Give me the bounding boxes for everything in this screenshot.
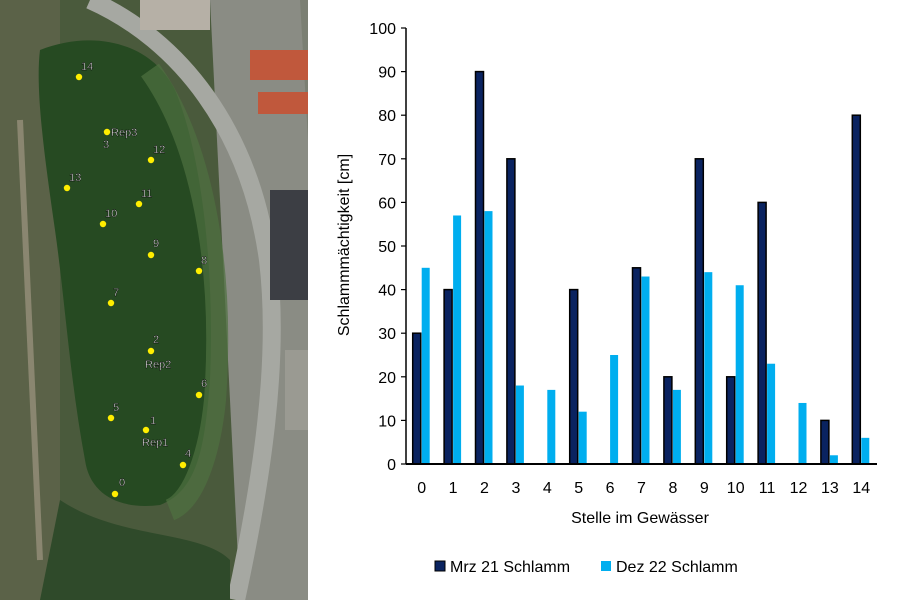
- marker-dot-10: [99, 220, 107, 228]
- bar-mrz21-11: [757, 201, 767, 465]
- legend-label-dez22: Dez 22 Schlamm: [616, 559, 738, 576]
- bar-dez22-13: [829, 455, 838, 464]
- bar-dez22-11: [767, 363, 776, 464]
- marker-dot-1: [142, 426, 150, 434]
- y-tick-label: 30: [378, 326, 396, 343]
- marker-label-13: 13: [69, 172, 81, 184]
- bar-mrz21-14: [851, 114, 862, 465]
- bar-dez22-14: [861, 437, 870, 464]
- marker-label-12: 12: [153, 144, 165, 156]
- bar-dez22-4: [547, 389, 556, 464]
- x-tick-label: 13: [821, 480, 839, 497]
- y-tick-label: 90: [378, 65, 396, 82]
- marker-label-7: 7: [113, 287, 119, 299]
- legend-swatch-mrz21: [434, 560, 446, 572]
- x-tick-label: 0: [417, 480, 426, 497]
- y-tick-label: 10: [378, 413, 396, 430]
- bar-mrz21-2: [474, 70, 485, 465]
- x-tick-label: 2: [480, 480, 489, 497]
- bar-mrz21-1: [443, 288, 453, 465]
- y-tick-label: 50: [378, 239, 396, 256]
- rep-label-1: Rep1: [142, 437, 168, 449]
- marker-dot-13: [63, 184, 71, 192]
- legend-swatch-dez22: [601, 561, 611, 571]
- marker-label-1: 1: [150, 415, 156, 427]
- y-tick-label: 100: [369, 21, 396, 38]
- x-tick-label: 10: [727, 480, 745, 497]
- y-tick-label: 20: [378, 370, 396, 387]
- marker-label-0: 0: [119, 477, 125, 489]
- x-tick-label: 6: [606, 480, 615, 497]
- marker-label-11: 11: [141, 188, 152, 200]
- bar-dez22-5: [578, 411, 587, 464]
- bar-dez22-2: [484, 211, 493, 464]
- bar-mrz21-0: [411, 332, 422, 465]
- y-axis-label: Schlammmächtigkeit [cm]: [336, 154, 353, 336]
- x-tick-label: 7: [637, 480, 646, 497]
- x-tick-label: 5: [574, 480, 583, 497]
- marker-dot-0: [111, 490, 119, 498]
- x-axis: 0 1 2 3 4 5 6 7 8 9 10 11 12 13 14: [406, 463, 877, 497]
- y-tick-label: 40: [378, 283, 396, 300]
- marker-dot-11: [135, 200, 143, 208]
- marker-dot-2: [147, 347, 155, 355]
- bar-mrz21-8: [663, 376, 673, 465]
- marker-label-8: 8: [201, 255, 207, 267]
- bar-dez22-1: [453, 215, 462, 464]
- x-tick-label: 4: [543, 480, 552, 497]
- bar-dez22-8: [672, 389, 681, 464]
- x-tick-label: 1: [449, 480, 458, 497]
- bar-mrz21-5: [568, 288, 579, 465]
- marker-label-10: 10: [105, 208, 117, 220]
- bar-dez22-6: [610, 355, 619, 464]
- marker-dot-8: [195, 267, 203, 275]
- marker-dot-4: [179, 461, 187, 469]
- bar-mrz21-10: [725, 376, 736, 465]
- x-tick-label: 11: [759, 480, 776, 497]
- marker-dot-14: [75, 73, 83, 81]
- legend-label-mrz21: Mrz 21 Schlamm: [450, 559, 570, 576]
- legend: Mrz 21 Schlamm Dez 22 Schlamm: [434, 559, 738, 576]
- bars: [411, 70, 870, 465]
- y-axis: 0 10 20 30 40 50 60 70 80 90 100: [369, 21, 407, 474]
- bar-dez22-0: [421, 267, 430, 464]
- marker-label-4: 4: [185, 448, 191, 460]
- marker-dot-9: [147, 251, 155, 259]
- x-tick-label: 3: [511, 480, 520, 497]
- y-tick-label: 70: [378, 152, 396, 169]
- x-tick-label: 12: [790, 480, 808, 497]
- bar-mrz21-9: [694, 158, 705, 465]
- marker-dot-5: [107, 414, 115, 422]
- x-tick-label: 14: [852, 480, 870, 497]
- marker-dot-6: [195, 391, 203, 399]
- y-tick-label: 60: [378, 195, 396, 212]
- marker-label-2: 2: [153, 334, 159, 346]
- x-tick-label: 9: [700, 480, 709, 497]
- y-tick-label: 80: [378, 108, 396, 125]
- marker-label-3: 3: [103, 139, 109, 151]
- x-axis-label: Stelle im Gewässer: [571, 510, 709, 527]
- y-tick-label: 0: [387, 457, 396, 474]
- marker-dot-7: [107, 299, 115, 307]
- marker-label-9: 9: [153, 238, 159, 250]
- bar-dez22-10: [735, 285, 744, 464]
- marker-dot-12: [147, 156, 155, 164]
- marker-label-14: 14: [81, 61, 93, 73]
- marker-dot-3: [103, 128, 111, 136]
- bar-mrz21-13: [820, 419, 830, 465]
- marker-label-5: 5: [113, 402, 119, 414]
- x-tick-label: 8: [668, 480, 677, 497]
- rep-label-2: Rep2: [145, 359, 171, 371]
- bar-mrz21-3: [506, 158, 516, 465]
- bar-dez22-7: [641, 276, 650, 464]
- bar-dez22-12: [798, 402, 807, 464]
- bar-dez22-9: [704, 272, 713, 464]
- marker-label-6: 6: [201, 378, 207, 390]
- bar-mrz21-7: [631, 267, 642, 465]
- bar-dez22-3: [515, 385, 524, 464]
- rep-label-3: Rep3: [111, 127, 137, 139]
